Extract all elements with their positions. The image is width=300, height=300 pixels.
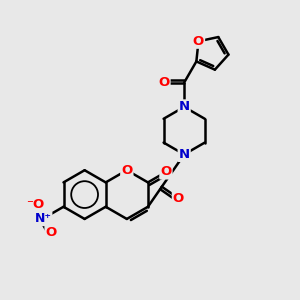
Text: O: O (160, 166, 172, 178)
Text: ⁻O: ⁻O (26, 198, 44, 211)
Text: O: O (121, 164, 133, 177)
Text: N: N (178, 148, 190, 161)
Text: O: O (193, 35, 204, 48)
Text: O: O (173, 192, 184, 205)
Text: N⁺: N⁺ (34, 212, 51, 225)
Text: O: O (46, 226, 57, 239)
Text: N: N (178, 100, 190, 113)
Text: O: O (158, 76, 169, 89)
